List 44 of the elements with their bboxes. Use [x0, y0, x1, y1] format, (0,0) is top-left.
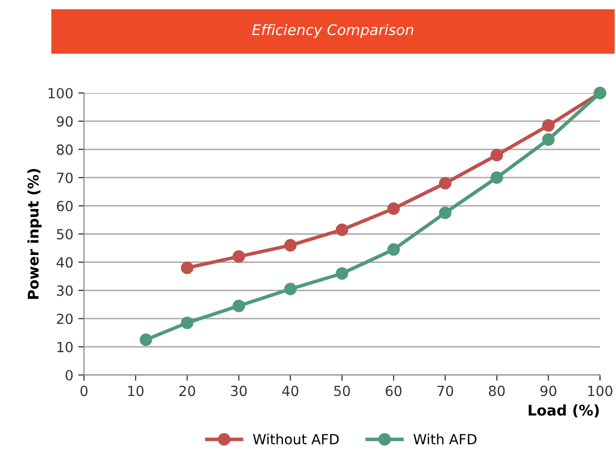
legend-label: Without AFD: [253, 434, 339, 444]
point: [232, 300, 246, 312]
y-tick-label: 0: [66, 370, 73, 380]
point: [438, 176, 452, 190]
x-tick-label: 90: [540, 386, 556, 396]
x-tick-label: 60: [386, 386, 402, 396]
y-tick-label: 40: [56, 257, 73, 268]
y-tick-label: 90: [56, 116, 73, 127]
y-tick-label: 30: [56, 285, 73, 296]
point: [387, 243, 400, 256]
x-tick-label: 80: [488, 386, 505, 396]
y-tick-label: 70: [57, 172, 73, 184]
y-tick-label: 80: [56, 144, 73, 155]
point: [180, 316, 194, 330]
point: [180, 262, 194, 274]
point: [490, 171, 504, 184]
x-tick-label: 40: [282, 386, 298, 396]
x-axis-title: Load (%): [528, 404, 599, 418]
y-tick-label: 50: [56, 228, 73, 240]
point: [336, 224, 348, 236]
point: [438, 206, 452, 220]
x-tick-label: 100: [588, 386, 612, 396]
legend-label: With AFD: [414, 434, 476, 444]
point: [490, 148, 504, 162]
point: [542, 119, 555, 132]
x-tick-label: 70: [438, 386, 454, 396]
x-tick-label: 10: [128, 386, 144, 396]
point: [232, 250, 246, 263]
point: [542, 133, 555, 146]
x-tick-label: 20: [179, 386, 196, 396]
x-tick-label: 50: [334, 386, 350, 396]
y-tick-label: 10: [57, 342, 73, 352]
chart-title: Efficiency Comparison: [252, 24, 414, 38]
x-tick-label: 30: [231, 386, 247, 396]
y-axis-title: Power input (%): [27, 168, 42, 299]
point: [284, 239, 297, 252]
point: [387, 202, 400, 215]
y-tick-label: 20: [56, 314, 73, 324]
point: [336, 267, 348, 280]
point: [284, 282, 297, 296]
point: [140, 334, 152, 346]
y-tick-label: 60: [56, 200, 73, 212]
y-tick-label: 100: [48, 88, 73, 98]
x-tick-label: 0: [80, 386, 88, 396]
